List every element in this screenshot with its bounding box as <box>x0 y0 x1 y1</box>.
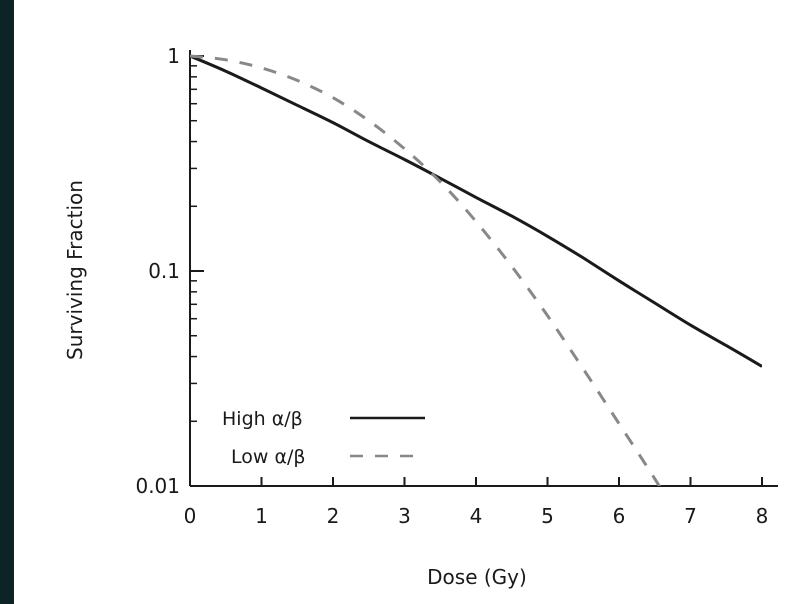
x-tick-label-3: 3 <box>398 504 411 528</box>
x-tick-label-8: 8 <box>756 504 769 528</box>
series-group <box>190 54 762 486</box>
chart-figure: 0 1 2 3 4 5 6 7 8 1 0.1 0.01 Dose (Gy) Surviving Fr… <box>14 0 800 604</box>
x-tick-label-6: 6 <box>613 504 626 528</box>
x-tick-label-5: 5 <box>541 504 554 528</box>
tick-labels: 0 1 2 3 4 5 6 7 8 1 0.1 0.01 <box>135 44 768 528</box>
y-tick-label-0.1: 0.1 <box>148 259 180 283</box>
series-line-high-alpha-beta <box>190 54 762 368</box>
x-tick-label-4: 4 <box>470 504 483 528</box>
x-tick-label-2: 2 <box>327 504 340 528</box>
series-line-low-alpha-beta <box>190 54 662 486</box>
x-tick-label-7: 7 <box>684 504 697 528</box>
axes <box>189 50 778 487</box>
y-axis-title: Surviving Fraction <box>63 180 87 360</box>
x-axis-title: Dose (Gy) <box>427 565 527 589</box>
legend: High α/β Low α/β <box>222 408 425 468</box>
legend-label-low: Low α/β <box>231 446 306 468</box>
y-tick-label-1: 1 <box>167 44 180 68</box>
legend-label-high: High α/β <box>222 408 303 430</box>
x-tick-label-0: 0 <box>184 504 197 528</box>
y-tick-label-0.01: 0.01 <box>135 474 180 498</box>
chart-svg: 0 1 2 3 4 5 6 7 8 1 0.1 0.01 Dose (Gy) Surviving Fr… <box>63 44 778 589</box>
x-tick-label-1: 1 <box>255 504 268 528</box>
